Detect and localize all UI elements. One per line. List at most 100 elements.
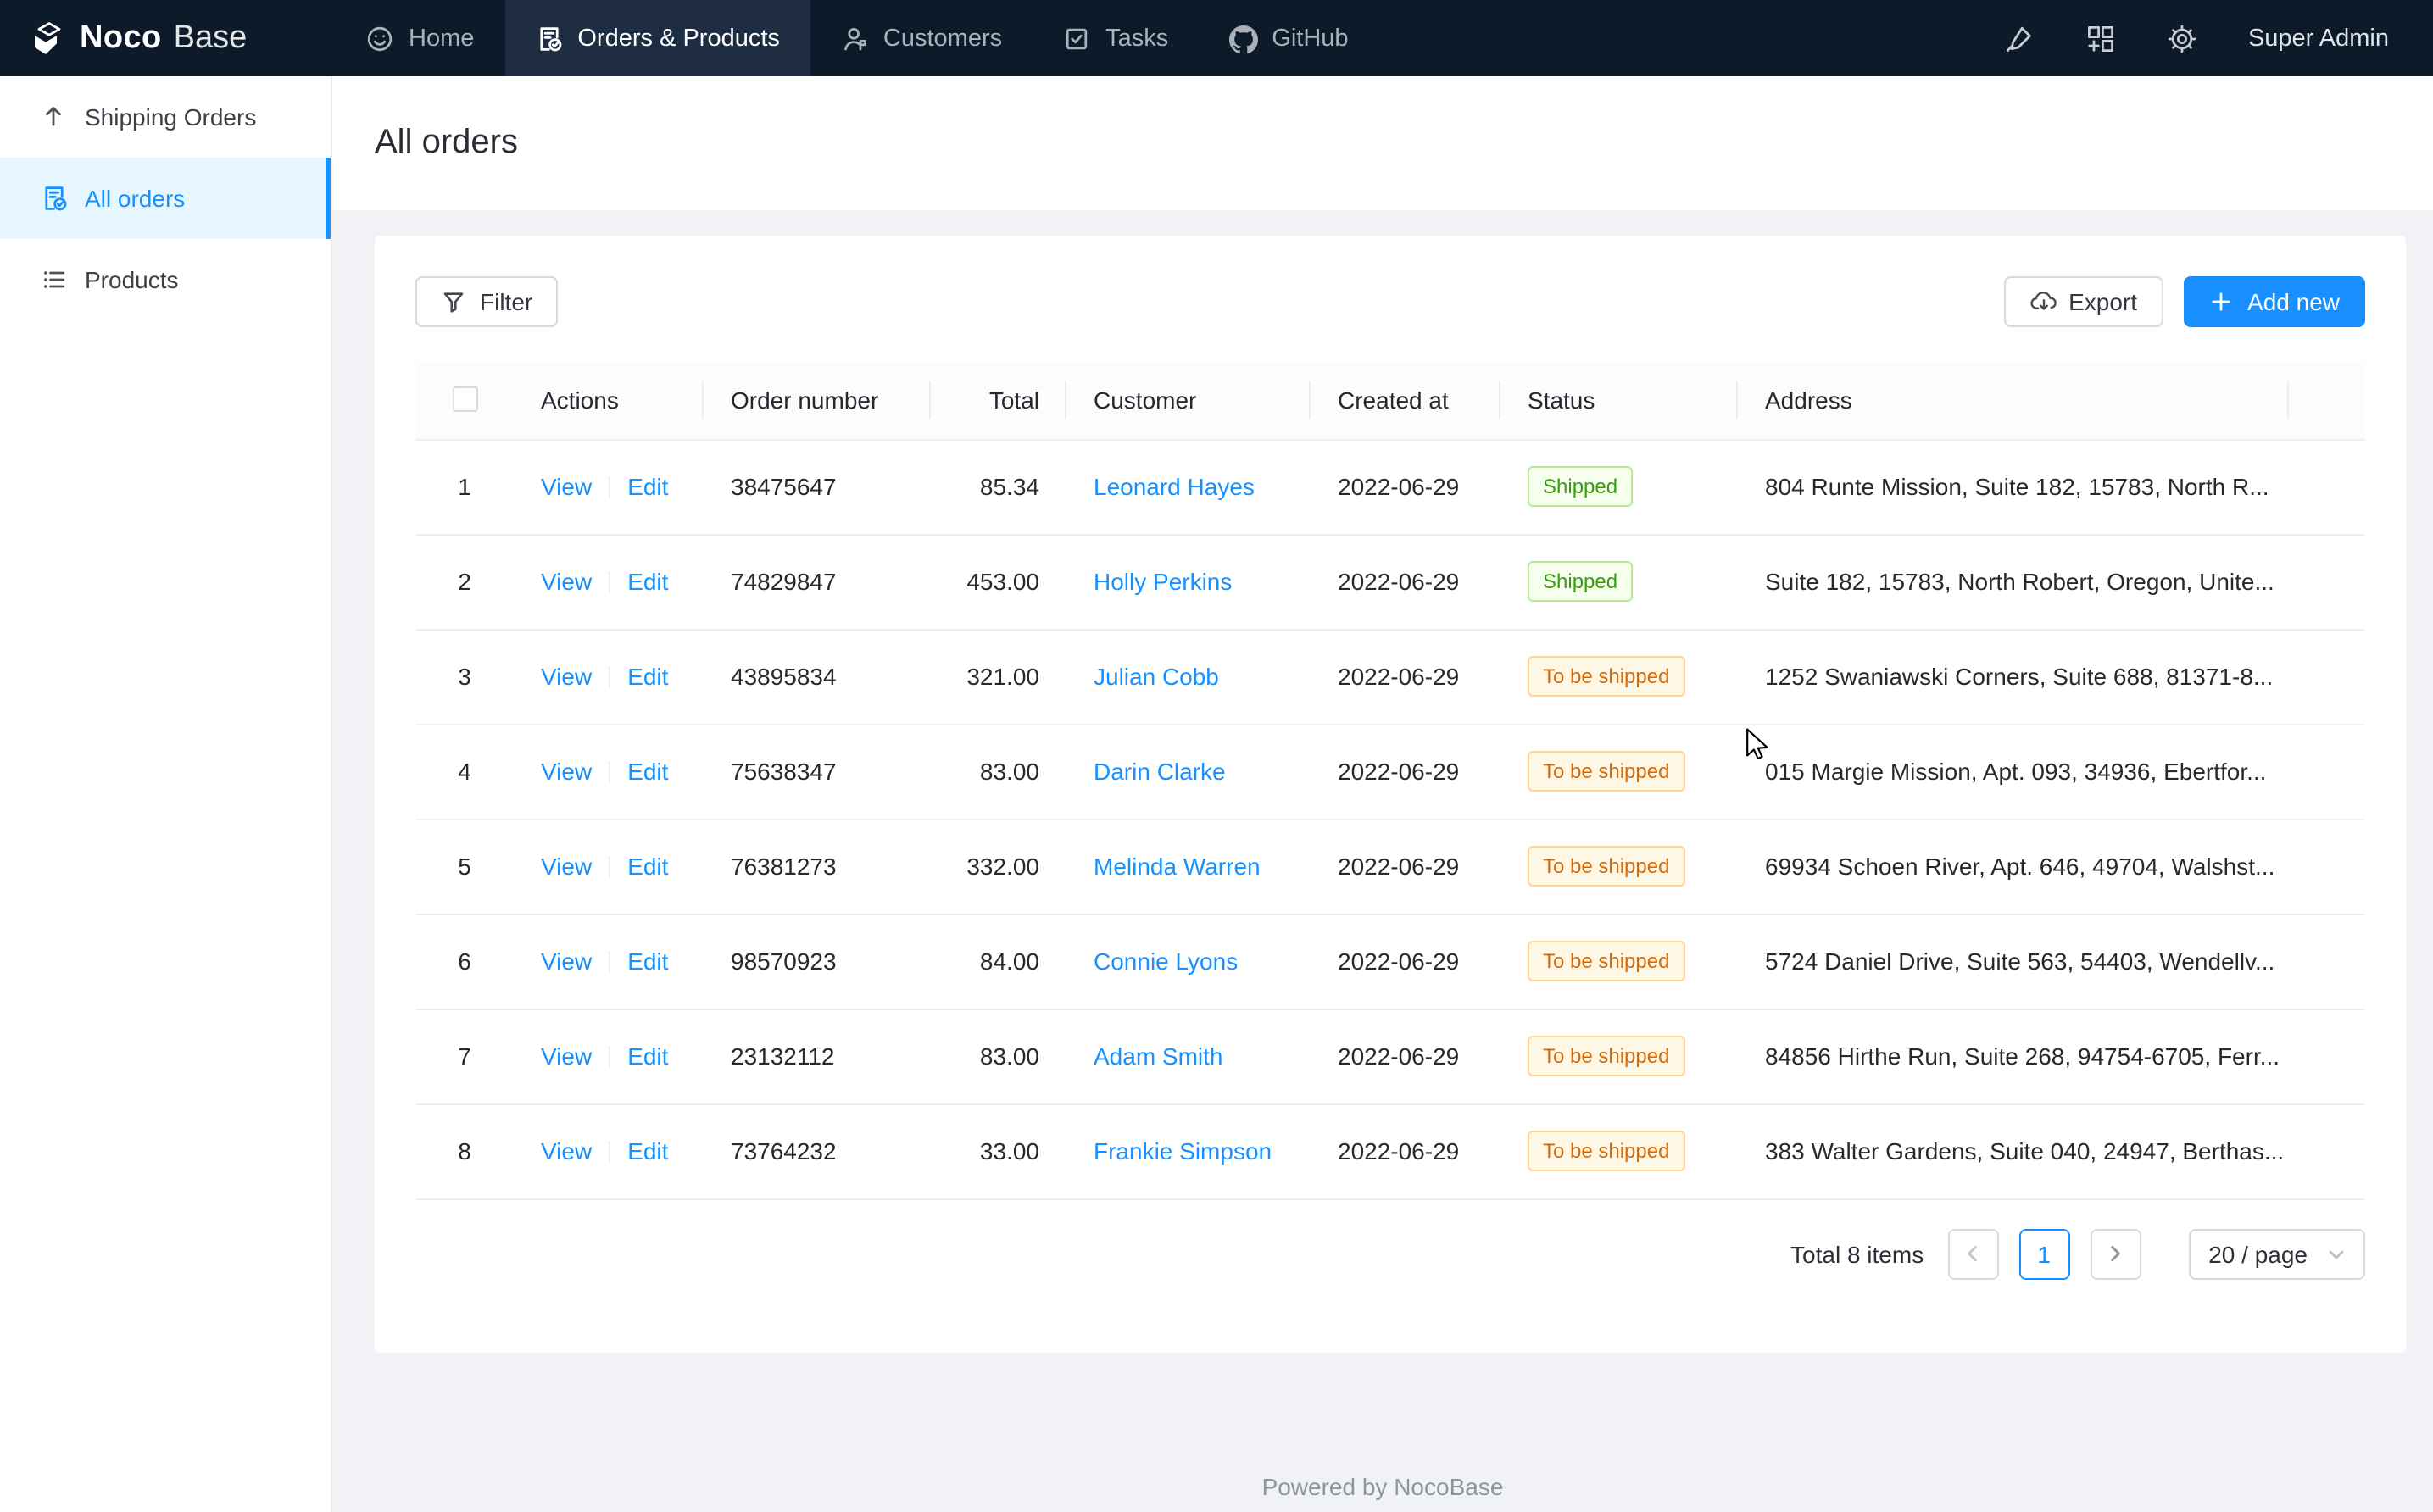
view-link[interactable]: View [541,853,593,880]
nav-item-label: Orders & Products [577,25,780,52]
row-actions: View Edit [514,724,704,820]
customer-link[interactable]: Holly Perkins [1094,568,1233,595]
chevron-right-icon [2106,1244,2124,1263]
total-cell: 453.00 [931,534,1066,630]
settings-gear-icon[interactable] [2167,23,2197,53]
view-link[interactable]: View [541,1137,593,1165]
customer-link[interactable]: Leonard Hayes [1094,473,1255,500]
view-link[interactable]: View [541,568,593,595]
nav-item-customers[interactable]: Customers [810,0,1033,76]
customer-cell: Melinda Warren [1066,819,1311,914]
row-index: 2 [415,534,514,630]
address-cell: Suite 182, 15783, North Robert, Oregon, … [1738,534,2289,630]
customer-link[interactable]: Frankie Simpson [1094,1137,1272,1165]
sidebar-item-all-orders[interactable]: All orders [0,158,331,239]
sidebar-item-label: Products [85,266,179,293]
view-link[interactable]: View [541,1042,593,1070]
spacer-cell [2289,629,2365,725]
customer-link[interactable]: Connie Lyons [1094,948,1239,975]
edit-link[interactable]: Edit [627,663,669,690]
nav-item-tasks[interactable]: Tasks [1033,0,1199,76]
nav-item-label: GitHub [1272,25,1349,52]
nav-item-orders-products[interactable]: Orders & Products [504,0,810,76]
status-cell: To be shipped [1500,1103,1738,1199]
nav-item-home[interactable]: Home [336,0,504,76]
sidebar-item-products[interactable]: Products [0,239,331,320]
total-cell: 83.00 [931,724,1066,820]
row-actions: View Edit [514,914,704,1009]
view-link[interactable]: View [541,473,593,500]
order-file-check-icon [41,185,68,212]
customer-link[interactable]: Julian Cobb [1094,663,1219,690]
add-new-button-label: Add new [2247,288,2340,315]
order-number-cell: 76381273 [704,819,931,914]
page-size-select[interactable]: 20 / page [2188,1228,2365,1279]
spacer-cell [2289,1103,2365,1199]
total-cell: 332.00 [931,819,1066,914]
created-at-cell: 2022-06-29 [1311,819,1500,914]
address-cell: 015 Margie Mission, Apt. 093, 34936, Ebe… [1738,724,2289,820]
edit-link[interactable]: Edit [627,853,669,880]
edit-link[interactable]: Edit [627,1137,669,1165]
column-header-created-at: Created at [1311,361,1500,440]
created-at-cell: 2022-06-29 [1311,1103,1500,1199]
chevron-left-icon [1963,1244,1982,1263]
customers-icon [841,25,868,52]
view-link[interactable]: View [541,758,593,785]
customer-link[interactable]: Darin Clarke [1094,758,1226,785]
nav-item-label: Customers [882,25,1003,52]
table-row: 2 View Edit 74829847 453.00 Holly Perkins… [415,534,2365,630]
sidebar-item-shipping-orders[interactable]: Shipping Orders [0,76,331,158]
header-select-all-cell [415,361,514,440]
user-menu[interactable]: Super Admin [2247,25,2389,52]
action-divider [609,571,611,593]
table-toolbar: Filter Export [415,276,2365,327]
created-at-cell: 2022-06-29 [1311,439,1500,535]
filter-button[interactable]: Filter [415,276,559,327]
row-actions: View Edit [514,1009,704,1104]
action-divider [609,476,611,498]
row-index: 1 [415,439,514,535]
address-cell: 1252 Swaniawski Corners, Suite 688, 8137… [1738,629,2289,725]
nav-item-github[interactable]: GitHub [1199,0,1378,76]
created-at-cell: 2022-06-29 [1311,534,1500,630]
view-link[interactable]: View [541,663,593,690]
pagination-next-button[interactable] [2090,1228,2141,1279]
column-header-order-number: Order number [704,361,931,440]
spacer-cell [2289,819,2365,914]
status-cell: To be shipped [1500,914,1738,1009]
address-cell: 69934 Schoen River, Apt. 646, 49704, Wal… [1738,819,2289,914]
action-divider [609,1046,611,1068]
edit-link[interactable]: Edit [627,948,669,975]
action-divider [609,761,611,783]
add-new-button[interactable]: Add new [2183,276,2365,327]
status-cell: To be shipped [1500,819,1738,914]
view-link[interactable]: View [541,948,593,975]
brand[interactable]: Noco Base [0,0,336,76]
export-button[interactable]: Export [2004,276,2163,327]
pagination-page-1[interactable]: 1 [2018,1228,2070,1279]
row-actions: View Edit [514,534,704,630]
edit-link[interactable]: Edit [627,758,669,785]
row-actions: View Edit [514,439,704,535]
github-icon [1229,25,1259,53]
edit-link[interactable]: Edit [627,473,669,500]
pagination-prev-button[interactable] [1947,1228,1999,1279]
add-blocks-icon[interactable] [2085,23,2116,53]
edit-link[interactable]: Edit [627,568,669,595]
highlighter-icon[interactable] [2004,23,2035,53]
spacer-cell [2289,724,2365,820]
address-cell: 804 Runte Mission, Suite 182, 15783, Nor… [1738,439,2289,535]
edit-link[interactable]: Edit [627,1042,669,1070]
action-divider [609,951,611,973]
spacer-cell [2289,439,2365,535]
status-badge: To be shipped [1528,656,1685,697]
spacer-cell [2289,534,2365,630]
customer-link[interactable]: Melinda Warren [1094,853,1261,880]
customer-link[interactable]: Adam Smith [1094,1042,1223,1070]
page-title: All orders [375,124,518,161]
select-all-checkbox[interactable] [452,386,477,413]
spacer-cell [2289,1009,2365,1104]
nav-right: Super Admin [2004,0,2433,76]
